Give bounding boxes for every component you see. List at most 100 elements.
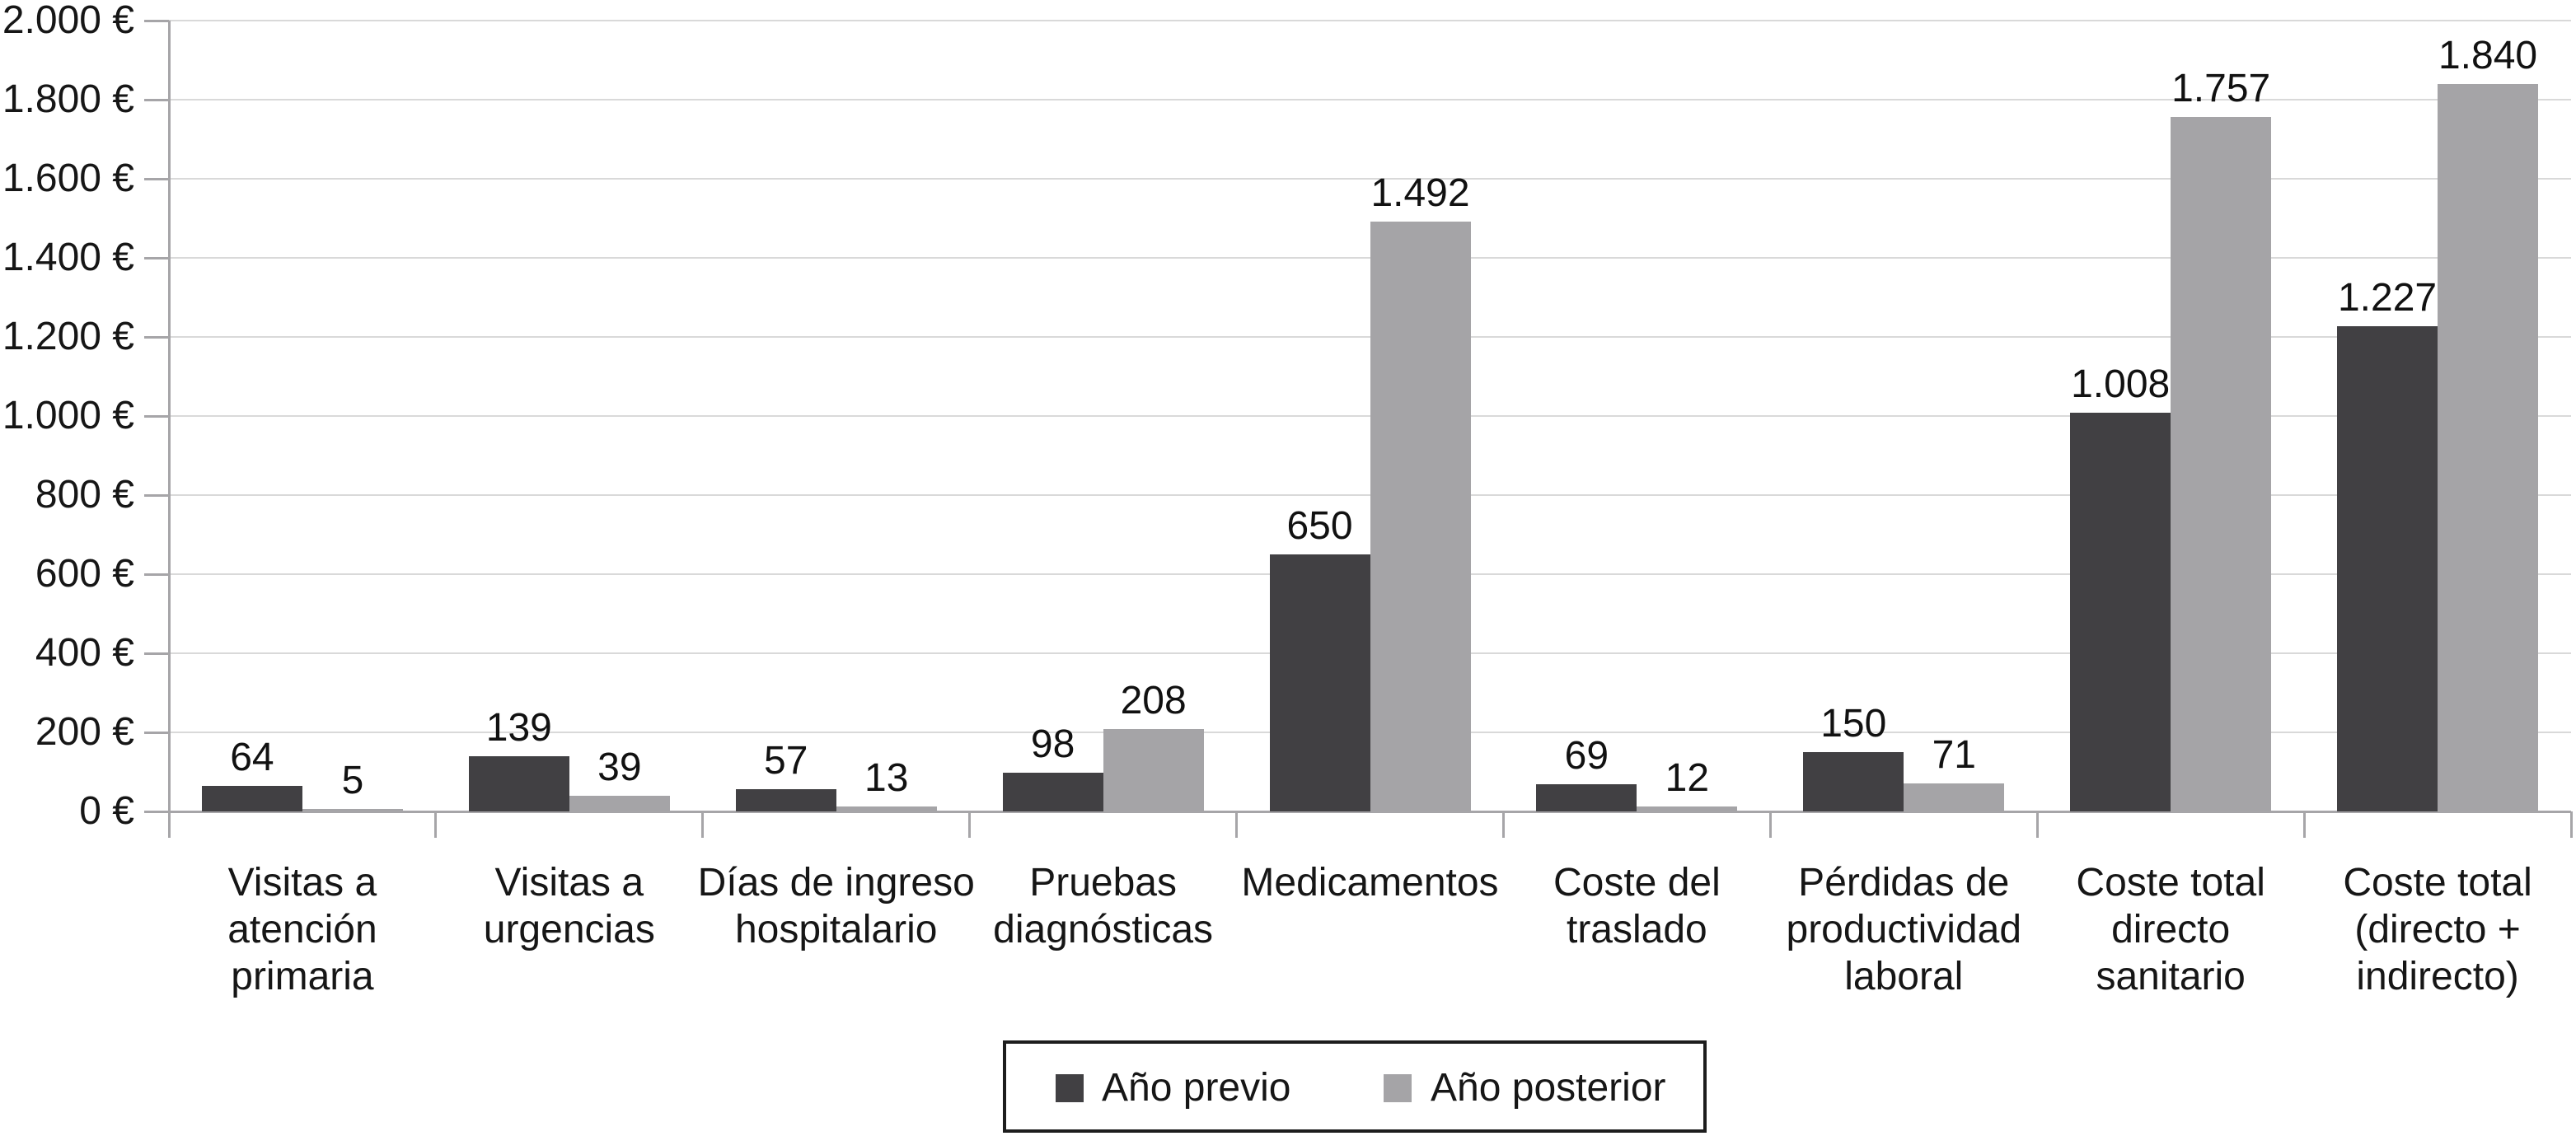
y-axis-tick-label: 1.600 € — [2, 157, 134, 200]
category-label-line: laboral — [1844, 955, 1964, 998]
x-axis-tick — [2569, 811, 2573, 838]
bar-value-label: 13 — [864, 755, 909, 800]
bar-ano-previo — [1803, 752, 1904, 811]
x-axis-tick — [701, 811, 705, 838]
bar-ano-previo — [2337, 326, 2438, 811]
bar-value-label: 64 — [230, 736, 274, 780]
bar-value-label: 1.492 — [1370, 171, 1470, 215]
bar-value-label: 208 — [1120, 679, 1187, 723]
bar-value-label: 39 — [597, 746, 642, 790]
y-axis-tick-label: 1.400 € — [2, 236, 134, 279]
bar-ano-previo — [1269, 554, 1370, 811]
bar-value-label: 650 — [1286, 504, 1353, 548]
category-label-line: hospitalario — [734, 908, 938, 951]
y-axis-tick — [144, 573, 169, 576]
category-label-line: sanitario — [2096, 955, 2246, 998]
y-gridline — [169, 178, 2571, 180]
y-axis-tick — [144, 177, 169, 180]
bar-ano-posterior — [2438, 83, 2539, 811]
legend-box: Año previo Año posterior — [1003, 1040, 1707, 1133]
bar-value-label: 1.840 — [2438, 33, 2538, 77]
y-axis-tick-label: 1.000 € — [2, 394, 134, 437]
category-label-line: (directo + — [2354, 908, 2521, 951]
bar-ano-previo — [1536, 783, 1637, 811]
category-label-line: Visitas a — [494, 861, 644, 905]
category-label-line: Coste del — [1553, 861, 1721, 905]
y-axis-tick — [144, 414, 169, 418]
y-axis-tick-label: 800 € — [35, 473, 134, 517]
bar-ano-posterior — [2171, 116, 2272, 811]
bar-value-label: 150 — [1820, 702, 1887, 746]
category-label-line: traslado — [1566, 908, 1707, 951]
x-axis-tick — [968, 811, 972, 838]
y-axis-tick — [144, 731, 169, 734]
x-axis-tick — [2302, 811, 2306, 838]
x-axis-tick — [1501, 811, 1505, 838]
y-axis-tick — [144, 19, 169, 22]
y-axis-tick-label: 1.200 € — [2, 315, 134, 358]
category-label-line: urgencias — [483, 908, 655, 951]
bar-value-label: 12 — [1665, 756, 1710, 801]
y-axis-line — [167, 21, 171, 811]
x-axis-line — [169, 810, 2571, 813]
category-label-line: productividad — [1786, 908, 2022, 951]
category-label-line: diagnósticas — [993, 908, 1214, 951]
category-label-line: atención — [227, 908, 377, 951]
category-label-line: indirecto) — [2356, 955, 2519, 998]
bar-value-label: 69 — [1564, 733, 1609, 778]
x-axis-tick — [2035, 811, 2039, 838]
bar-value-label: 98 — [1030, 722, 1075, 766]
y-axis-tick-label: 200 € — [35, 710, 134, 754]
bar-ano-previo — [468, 756, 569, 811]
bar-ano-previo — [201, 786, 302, 811]
legend-label-ano-previo: Año previo — [1102, 1066, 1291, 1110]
y-axis-tick-label: 1.800 € — [2, 77, 134, 121]
category-label-line: directo — [2111, 908, 2231, 951]
bar-value-label: 1.227 — [2337, 276, 2438, 320]
category-label-line: Coste total — [2343, 861, 2532, 905]
bar-value-label: 139 — [485, 706, 552, 750]
x-axis-tick — [1235, 811, 1239, 838]
x-axis-tick — [434, 811, 438, 838]
y-axis-tick — [144, 493, 169, 497]
bar-ano-posterior — [1904, 783, 2005, 811]
y-axis-tick — [144, 652, 169, 655]
x-axis-tick — [167, 811, 171, 838]
legend-swatch-ano-posterior — [1384, 1074, 1412, 1102]
bar-value-label: 5 — [341, 759, 364, 802]
legend-label-ano-posterior: Año posterior — [1431, 1066, 1666, 1110]
category-label-line: Medicamentos — [1241, 861, 1499, 905]
bar-ano-posterior — [836, 806, 937, 811]
category-label-line: Pruebas — [1029, 861, 1177, 905]
legend-swatch-ano-previo — [1056, 1074, 1084, 1102]
bar-value-label: 71 — [1932, 732, 1976, 777]
bar-ano-posterior — [1103, 729, 1204, 811]
bar-ano-posterior — [1637, 806, 1738, 811]
category-label-line: Pérdidas de — [1798, 861, 2010, 905]
bar-ano-previo — [2070, 413, 2171, 811]
y-axis-tick-label: 0 € — [79, 789, 134, 833]
category-label-line: Coste total — [2076, 861, 2265, 905]
bar-ano-previo — [735, 788, 836, 811]
bar-value-label: 1.757 — [2171, 66, 2271, 110]
y-gridline — [169, 20, 2571, 21]
bar-ano-posterior — [1370, 221, 1471, 811]
y-axis-tick — [144, 335, 169, 339]
y-axis-tick — [144, 810, 169, 813]
bar-ano-posterior — [569, 796, 670, 811]
y-axis-tick-label: 2.000 € — [2, 0, 134, 42]
bar-ano-posterior — [302, 809, 403, 811]
bar-value-label: 1.008 — [2071, 362, 2171, 407]
y-axis-tick-label: 400 € — [35, 631, 134, 675]
bar-ano-previo — [1002, 772, 1103, 811]
y-axis-tick — [144, 256, 169, 259]
bar-value-label: 57 — [764, 738, 808, 783]
y-gridline — [169, 99, 2571, 101]
y-axis-tick-label: 600 € — [35, 552, 134, 596]
x-axis-tick — [1768, 811, 1772, 838]
y-axis-tick — [144, 98, 169, 101]
category-label-line: Visitas a — [227, 861, 377, 905]
category-label-line: Días de ingreso — [697, 861, 975, 905]
category-label-line: primaria — [231, 955, 374, 998]
